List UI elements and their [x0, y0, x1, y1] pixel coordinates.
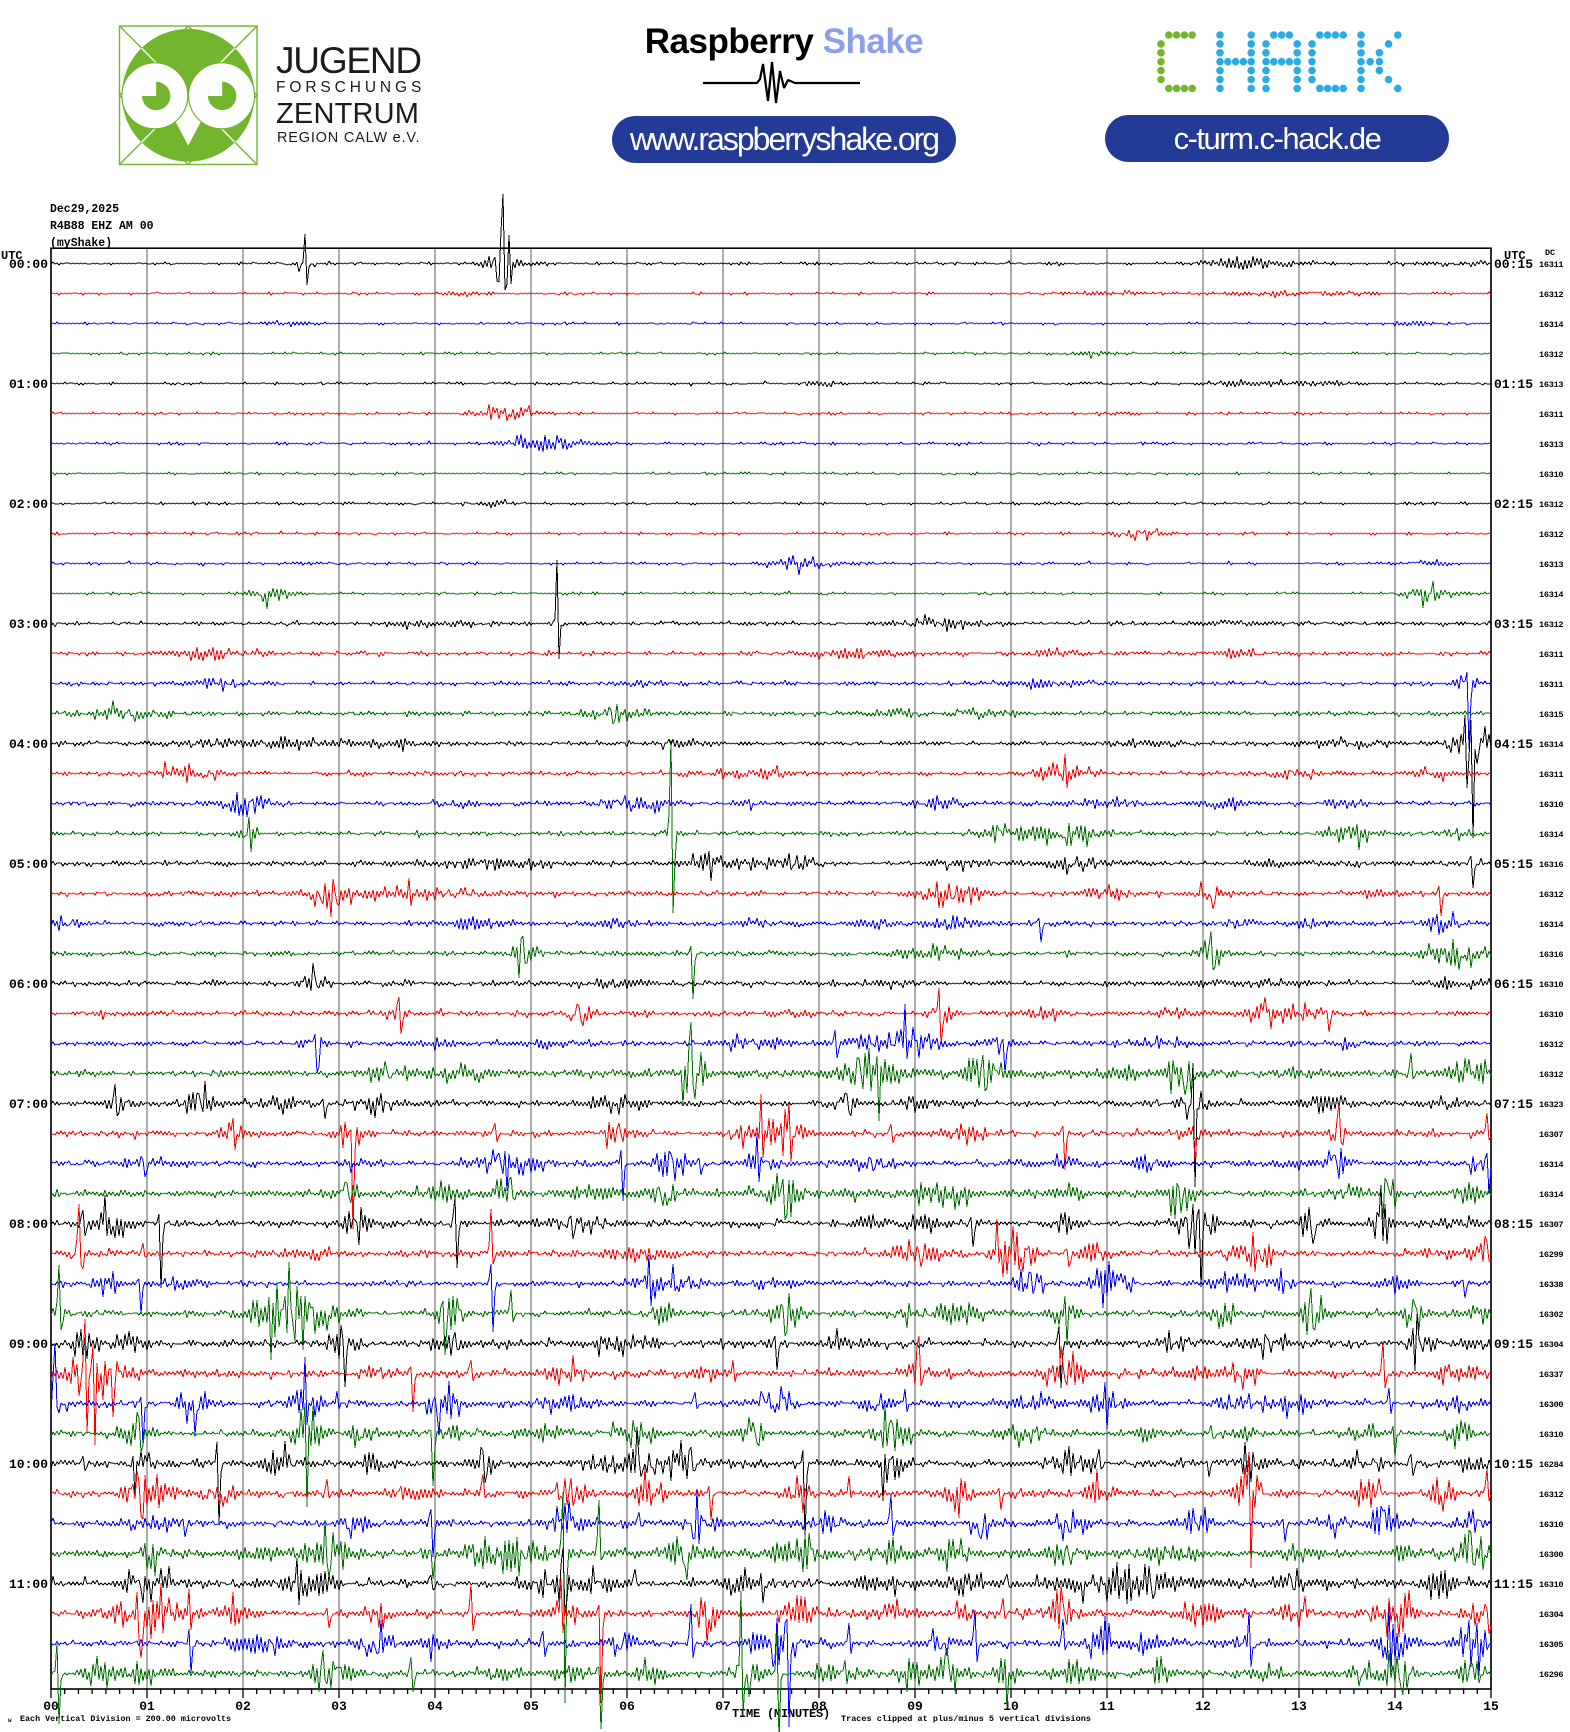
- svg-text:16307: 16307: [1539, 1220, 1563, 1230]
- svg-text:16304: 16304: [1539, 1340, 1563, 1350]
- svg-text:16311: 16311: [1539, 410, 1563, 420]
- svg-text:16323: 16323: [1539, 1100, 1563, 1110]
- svg-text:00:15: 00:15: [1494, 257, 1533, 272]
- svg-text:TIME (MINUTES): TIME (MINUTES): [732, 1707, 830, 1721]
- svg-text:16314: 16314: [1539, 1190, 1563, 1200]
- svg-text:15: 15: [1483, 1699, 1499, 1714]
- svg-text:08:15: 08:15: [1494, 1217, 1533, 1232]
- svg-text:02:00: 02:00: [9, 497, 48, 512]
- svg-text:16304: 16304: [1539, 1610, 1563, 1620]
- svg-text:Traces clipped at plus/minus 5: Traces clipped at plus/minus 5 vertical …: [841, 1714, 1091, 1724]
- svg-text:02:15: 02:15: [1494, 497, 1533, 512]
- svg-text:11:15: 11:15: [1494, 1577, 1533, 1592]
- svg-text:11:00: 11:00: [9, 1577, 48, 1592]
- svg-text:Each Vertical Division = 200.: Each Vertical Division = 200.00 microvol…: [20, 1714, 231, 1724]
- svg-text:16310: 16310: [1539, 1520, 1563, 1530]
- svg-text:16315: 16315: [1539, 710, 1563, 720]
- svg-text:05: 05: [523, 1699, 539, 1714]
- svg-text:16299: 16299: [1539, 1250, 1563, 1260]
- svg-text:(myShake): (myShake): [50, 237, 112, 250]
- svg-text:12: 12: [1195, 1699, 1211, 1714]
- svg-text:16314: 16314: [1539, 920, 1563, 930]
- svg-text:07: 07: [715, 1699, 731, 1714]
- svg-text:00:00: 00:00: [9, 257, 48, 272]
- svg-text:16337: 16337: [1539, 1370, 1563, 1380]
- svg-text:16314: 16314: [1539, 1160, 1563, 1170]
- svg-text:16310: 16310: [1539, 1430, 1563, 1440]
- svg-text:14: 14: [1387, 1699, 1403, 1714]
- svg-text:16314: 16314: [1539, 320, 1563, 330]
- svg-text:10:15: 10:15: [1494, 1457, 1533, 1472]
- svg-text:16312: 16312: [1539, 1040, 1563, 1050]
- svg-text:08: 08: [811, 1699, 827, 1714]
- svg-text:16307: 16307: [1539, 1130, 1563, 1140]
- svg-text:UTC: UTC: [1504, 249, 1526, 263]
- svg-text:07:00: 07:00: [9, 1097, 48, 1112]
- svg-text:16305: 16305: [1539, 1640, 1563, 1650]
- svg-text:16338: 16338: [1539, 1280, 1563, 1290]
- svg-text:06:00: 06:00: [9, 977, 48, 992]
- svg-text:16310: 16310: [1539, 1010, 1563, 1020]
- svg-text:16300: 16300: [1539, 1550, 1563, 1560]
- svg-text:06: 06: [619, 1699, 635, 1714]
- svg-text:16313: 16313: [1539, 560, 1563, 570]
- svg-text:UTC: UTC: [1, 249, 23, 263]
- svg-text:06:15: 06:15: [1494, 977, 1533, 992]
- svg-text:16310: 16310: [1539, 1580, 1563, 1590]
- svg-text:16311: 16311: [1539, 770, 1563, 780]
- svg-text:09:00: 09:00: [9, 1337, 48, 1352]
- svg-text:01: 01: [139, 1699, 155, 1714]
- svg-text:10:00: 10:00: [9, 1457, 48, 1472]
- svg-text:16312: 16312: [1539, 530, 1563, 540]
- svg-text:16310: 16310: [1539, 980, 1563, 990]
- svg-text:16300: 16300: [1539, 1400, 1563, 1410]
- svg-text:04: 04: [427, 1699, 443, 1714]
- svg-text:16284: 16284: [1539, 1460, 1563, 1470]
- svg-text:07:15: 07:15: [1494, 1097, 1533, 1112]
- svg-text:16312: 16312: [1539, 350, 1563, 360]
- svg-text:16310: 16310: [1539, 800, 1563, 810]
- svg-text:16312: 16312: [1539, 1490, 1563, 1500]
- svg-text:w: w: [8, 1717, 12, 1724]
- svg-text:00: 00: [43, 1699, 59, 1714]
- svg-text:10: 10: [1003, 1699, 1019, 1714]
- svg-text:04:15: 04:15: [1494, 737, 1533, 752]
- svg-text:16314: 16314: [1539, 590, 1563, 600]
- svg-text:16310: 16310: [1539, 470, 1563, 480]
- svg-text:R4B88 EHZ AM 00: R4B88 EHZ AM 00: [50, 220, 154, 233]
- svg-text:16312: 16312: [1539, 890, 1563, 900]
- svg-text:04:00: 04:00: [9, 737, 48, 752]
- svg-text:13: 13: [1291, 1699, 1307, 1714]
- svg-text:03:15: 03:15: [1494, 617, 1533, 632]
- svg-text:09:15: 09:15: [1494, 1337, 1533, 1352]
- svg-text:16312: 16312: [1539, 500, 1563, 510]
- svg-text:16312: 16312: [1539, 620, 1563, 630]
- svg-text:16313: 16313: [1539, 380, 1563, 390]
- svg-text:09: 09: [907, 1699, 923, 1714]
- svg-text:16312: 16312: [1539, 290, 1563, 300]
- svg-text:Dec29,2025: Dec29,2025: [50, 203, 119, 216]
- svg-text:03:00: 03:00: [9, 617, 48, 632]
- svg-text:DC: DC: [1545, 248, 1555, 258]
- svg-text:03: 03: [331, 1699, 347, 1714]
- svg-text:05:00: 05:00: [9, 857, 48, 872]
- svg-text:16316: 16316: [1539, 950, 1563, 960]
- svg-text:16312: 16312: [1539, 1070, 1563, 1080]
- svg-text:16296: 16296: [1539, 1670, 1563, 1680]
- svg-text:16311: 16311: [1539, 650, 1563, 660]
- svg-text:11: 11: [1099, 1699, 1115, 1714]
- svg-text:16313: 16313: [1539, 440, 1563, 450]
- svg-text:16314: 16314: [1539, 830, 1563, 840]
- svg-text:08:00: 08:00: [9, 1217, 48, 1232]
- svg-text:01:00: 01:00: [9, 377, 48, 392]
- svg-text:16316: 16316: [1539, 860, 1563, 870]
- svg-text:16302: 16302: [1539, 1310, 1563, 1320]
- svg-text:16311: 16311: [1539, 680, 1563, 690]
- svg-text:02: 02: [235, 1699, 251, 1714]
- svg-text:05:15: 05:15: [1494, 857, 1533, 872]
- svg-text:16311: 16311: [1539, 260, 1563, 270]
- svg-text:01:15: 01:15: [1494, 377, 1533, 392]
- svg-text:16314: 16314: [1539, 740, 1563, 750]
